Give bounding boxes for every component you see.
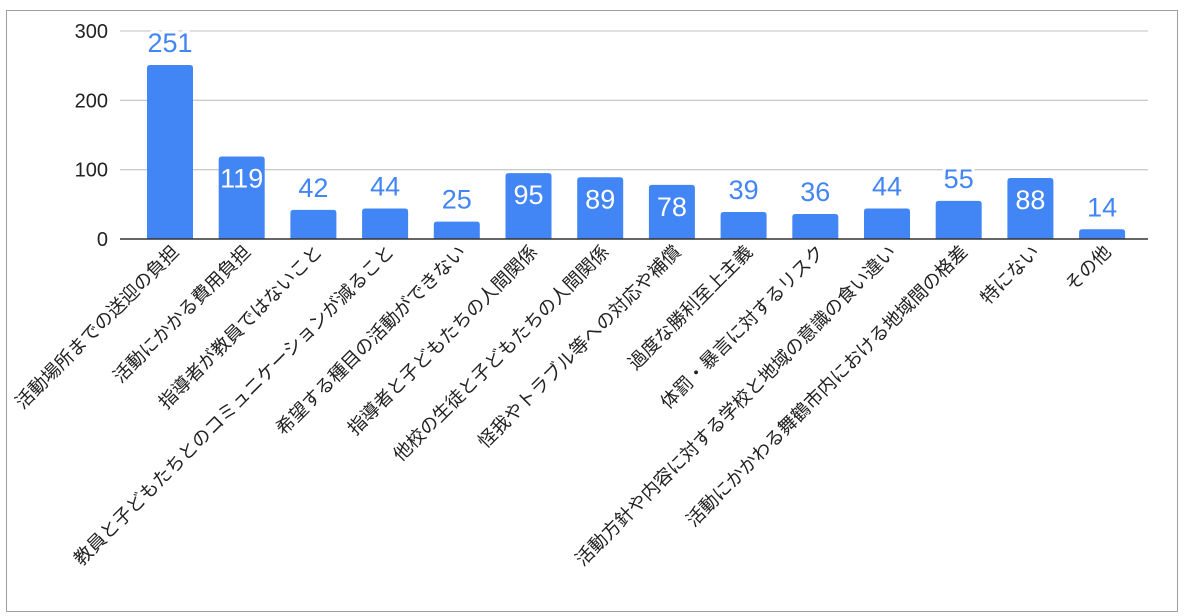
data-label: 25 [442, 185, 472, 215]
chart-frame [6, 10, 1178, 612]
bar [218, 156, 265, 239]
data-label: 119 [220, 163, 263, 193]
gridlines [120, 30, 1148, 171]
data-label: 42 [298, 173, 328, 203]
bar [433, 221, 480, 239]
data-label: 36 [800, 177, 830, 207]
bar [505, 173, 552, 239]
category-label: 過度な勝利至上主義 [625, 242, 758, 375]
bar [720, 211, 767, 239]
data-label: 95 [513, 180, 543, 210]
bar [1007, 177, 1054, 239]
y-tick-label: 300 [75, 21, 108, 43]
bar [577, 177, 624, 239]
category-label: その他 [1062, 242, 1116, 296]
data-labels: 251 119 42 44 25 95 89 78 39 36 44 55 88 14 [144, 25, 1120, 225]
bars [147, 64, 1126, 240]
bar [147, 64, 193, 240]
bar [792, 214, 839, 239]
data-label: 39 [729, 175, 759, 205]
bar [864, 208, 910, 239]
bar [648, 184, 695, 239]
y-axis-ticks: 0 100 200 300 [75, 21, 108, 251]
bar [290, 209, 337, 239]
data-label: 78 [657, 192, 687, 222]
data-label: 88 [1015, 185, 1045, 215]
bar [362, 208, 409, 239]
bar [1079, 229, 1126, 239]
data-label: 89 [585, 184, 615, 214]
y-tick-label: 100 [75, 160, 108, 182]
bar [935, 200, 982, 239]
data-label: 55 [944, 164, 974, 194]
category-labels: 活動場所までの送迎の負担活動にかかる費用負担指導者が教員ではないこと教員と子ども… [12, 241, 1116, 571]
data-label: 44 [872, 171, 902, 201]
data-label: 44 [370, 171, 400, 201]
category-label: 特にない [977, 242, 1044, 309]
category-label: 活動にかかる費用負担 [110, 242, 256, 388]
y-tick-label: 0 [97, 229, 108, 251]
data-label: 251 [147, 28, 192, 58]
data-label: 14 [1087, 192, 1117, 222]
y-tick-label: 200 [75, 90, 108, 112]
